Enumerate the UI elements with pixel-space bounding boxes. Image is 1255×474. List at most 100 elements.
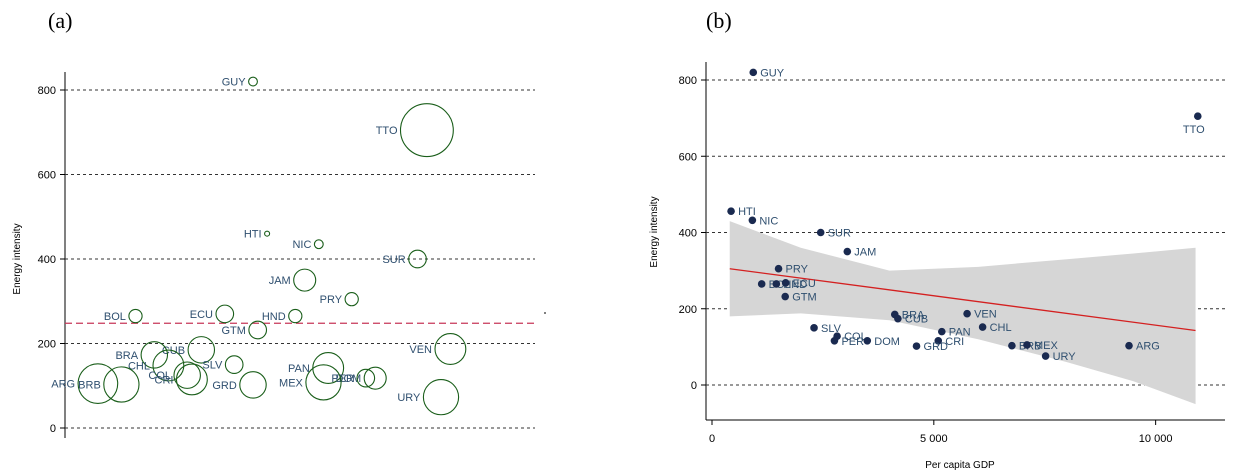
bubble-label-col: COL: [148, 370, 171, 382]
point-brb: [1008, 341, 1016, 350]
bubble-jam: [293, 268, 317, 292]
point-ecu: [781, 279, 790, 287]
bubble-cub: [187, 336, 216, 364]
panel-b-x-tick-label: 10 000: [1139, 433, 1173, 445]
bubble-label-arg: ARG: [51, 379, 75, 391]
bubble-nic: [313, 239, 324, 250]
bubble-tto: [399, 103, 454, 158]
point-guy: [749, 68, 758, 77]
panel-a-chart: 0 200 400 600 800 Energy intensity GUY TTO HTI NI…: [12, 72, 546, 438]
panel-label-b: (b): [706, 8, 732, 33]
bubble-label-chl: CHL: [128, 360, 150, 372]
bubble-gtm: [248, 320, 268, 340]
bubble-arg: [77, 363, 119, 404]
bubble-label-guy: GUY: [222, 77, 247, 89]
point-cub: [894, 314, 902, 323]
bubble-mex: [305, 364, 342, 401]
panel-a-y-tick-label: 200: [38, 339, 56, 351]
bubble-label-ury: URY: [397, 392, 421, 404]
point-hti: [727, 207, 735, 215]
bubble-label-nic: NIC: [292, 239, 311, 251]
point-label-grd: GRD: [924, 341, 949, 353]
bubble-label-tto: TTO: [376, 125, 398, 137]
panel-b-x-tick-label: 5 000: [920, 433, 948, 445]
point-label-pan: PAN: [949, 327, 971, 339]
bubble-chl: [152, 349, 185, 382]
point-label-bra: BRA: [902, 309, 925, 321]
point-label-col: COL: [844, 331, 867, 343]
bubble-pry: [344, 291, 359, 307]
bubble-label-sur: SUR: [382, 254, 405, 266]
point-label-sur: SUR: [828, 228, 851, 240]
bubble-hti: [264, 230, 271, 237]
bubble-label-pan: PAN: [288, 363, 310, 375]
bubble-brb: [103, 366, 140, 403]
bubble-hnd: [288, 308, 303, 324]
bubble-cri: [175, 363, 208, 396]
panel-b-y-tick-label: 0: [691, 380, 697, 392]
point-label-dom: DOM: [874, 336, 900, 348]
point-pan: [938, 327, 946, 336]
point-dom: [863, 336, 872, 345]
bubble-sur: [408, 249, 427, 269]
bubble-per: [356, 368, 376, 388]
point-label-pry: PRY: [786, 264, 809, 276]
point-label-nic: NIC: [759, 215, 778, 227]
bubble-label-hti: HTI: [244, 229, 262, 241]
bubble-slv: [224, 355, 244, 374]
point-label-arg: ARG: [1136, 341, 1160, 353]
bubble-label-grd: GRD: [212, 380, 237, 392]
point-label-ury: URY: [1053, 351, 1077, 363]
point-sur: [816, 228, 825, 237]
point-label-per: PER: [841, 336, 864, 348]
panel-b-y-tick-label: 800: [679, 75, 697, 87]
bubble-label-bra: BRA: [115, 350, 138, 362]
point-per: [830, 336, 839, 345]
bubble-grd: [239, 371, 267, 399]
point-ury: [1041, 352, 1050, 360]
bubble-ury: [422, 379, 460, 416]
point-label-ven: VEN: [974, 309, 997, 321]
panel-label-a: (a): [48, 8, 73, 33]
bubble-label-jam: JAM: [269, 275, 291, 287]
point-label-gtm: GTM: [792, 292, 816, 304]
bubble-label-hnd: HND: [262, 311, 286, 323]
bubble-bol: [128, 308, 143, 324]
point-arg: [1125, 341, 1133, 350]
bubble-dom: [363, 366, 387, 390]
point-tto: [1193, 112, 1202, 121]
point-bol: [757, 280, 766, 288]
fit-line: [729, 268, 1196, 332]
point-slv: [810, 324, 818, 332]
point-label-ecu: ECU: [793, 278, 816, 290]
point-cri: [934, 336, 943, 345]
bubble-label-ven: VEN: [409, 344, 432, 356]
point-label-chl: CHL: [990, 322, 1012, 334]
bubble-label-per: PER: [331, 373, 354, 385]
point-label-mex: MEX: [1034, 340, 1059, 352]
bubble-label-bol: BOL: [104, 311, 126, 323]
point-pry: [774, 264, 783, 273]
bubble-label-gtm: GTM: [221, 325, 245, 337]
bubble-ecu: [215, 304, 235, 324]
point-label-cub: CUB: [905, 314, 928, 326]
point-grd: [912, 342, 921, 350]
panel-a-y-tick-label: 0: [50, 423, 56, 435]
point-jam: [843, 247, 852, 256]
point-label-jam: JAM: [854, 247, 876, 259]
point-label-tto: TTO: [1183, 124, 1205, 136]
bubble-label-dom: DOM: [336, 373, 362, 385]
panel-a-y-tick-label: 400: [38, 254, 56, 266]
bubble-label-brb: BRB: [78, 379, 101, 391]
panel-b-x-axis-title: Per capita GDP: [925, 460, 995, 471]
panel-a-y-tick-label: 800: [38, 85, 56, 97]
point-mex: [1023, 341, 1031, 349]
bubble-label-mex: MEX: [279, 377, 304, 389]
bubble-label-ecu: ECU: [190, 309, 213, 321]
panel-b-chart: 0 200 400 600 800 0 5 000 10 000 Energy intensit…: [649, 62, 1225, 471]
point-label-slv: SLV: [821, 323, 842, 335]
point-label-guy: GUY: [760, 67, 785, 79]
panel-b-y-tick-label: 400: [679, 228, 697, 240]
point-chl: [978, 323, 987, 331]
